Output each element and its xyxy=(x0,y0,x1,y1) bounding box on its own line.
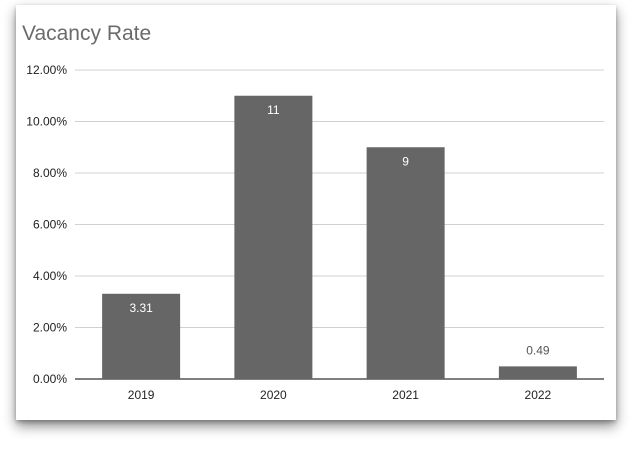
bar-chart: 0.00% 2.00% 4.00% 6.00% 8.00% 10.00% 12.00% 3.3… xyxy=(26,63,604,402)
chart-title: Vacancy Rate xyxy=(22,22,152,45)
y-tick-label: 6.00% xyxy=(33,218,67,232)
data-label-2019: 3.31 xyxy=(129,301,153,315)
y-tick-label: 4.00% xyxy=(33,269,67,283)
y-tick-label: 0.00% xyxy=(33,372,67,386)
data-label-2020: 11 xyxy=(267,103,280,117)
bar-2020 xyxy=(234,95,313,379)
chart-card: Vacancy Rate 0.00% 2.00% 4.00% 6.00% 8.00% 10… xyxy=(16,5,616,420)
y-tick-label: 10.00% xyxy=(26,115,67,129)
x-tick-label: 2019 xyxy=(128,388,155,402)
data-label-2022: 0.49 xyxy=(526,343,550,357)
x-tick-label: 2020 xyxy=(260,388,287,402)
x-tick-label: 2022 xyxy=(525,388,552,402)
bar-2021 xyxy=(366,147,445,379)
y-tick-label: 8.00% xyxy=(33,166,67,180)
y-tick-label: 12.00% xyxy=(26,63,67,77)
data-label-2021: 9 xyxy=(402,154,409,168)
y-tick-label: 2.00% xyxy=(33,321,67,335)
bar-2022 xyxy=(498,366,577,379)
bar-2019 xyxy=(102,293,181,379)
x-tick-label: 2021 xyxy=(392,388,419,402)
